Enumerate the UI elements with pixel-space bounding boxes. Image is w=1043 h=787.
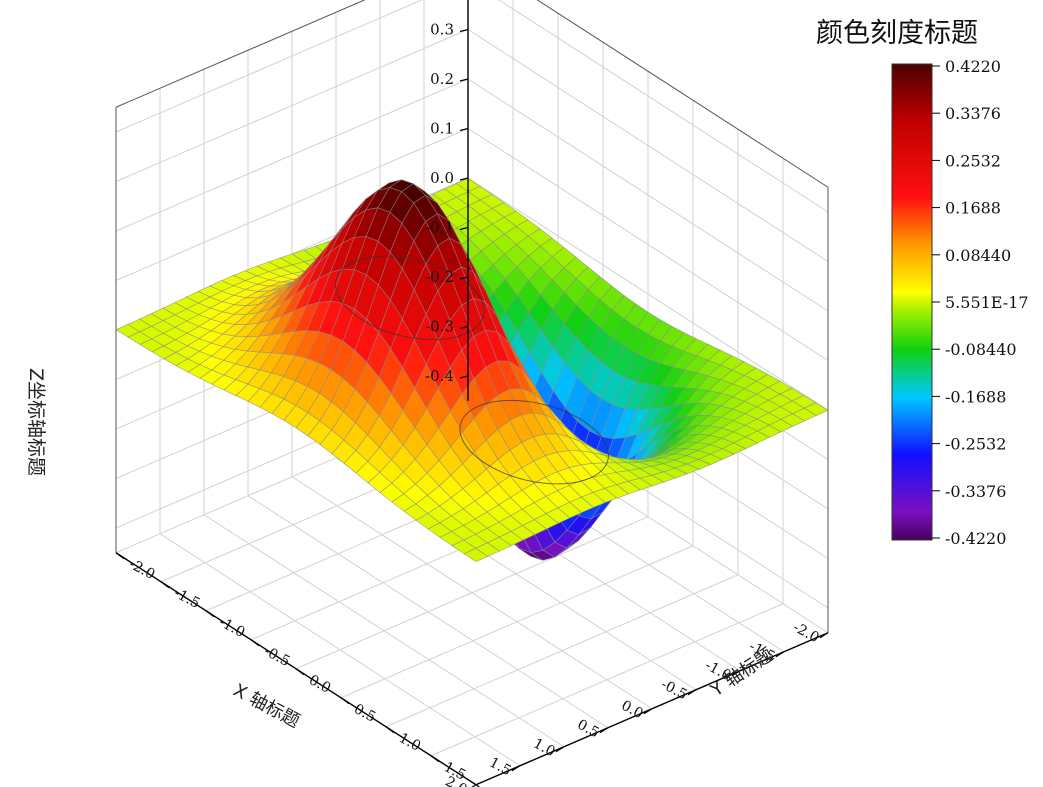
- z-tick-label: -0.3: [425, 318, 454, 336]
- floor-grid-line: [340, 545, 694, 699]
- color-scale-label: -0.2532: [945, 435, 1006, 454]
- x-tick-label: 1.5: [486, 755, 513, 780]
- y-tick-label: 1.0: [396, 730, 423, 755]
- x-tick: [511, 765, 521, 772]
- contour-lines: [334, 255, 610, 485]
- x-tick-label: 1.0: [530, 736, 557, 761]
- x-tick: [819, 632, 829, 639]
- x-tick: [599, 727, 609, 734]
- x-tick: [775, 651, 785, 658]
- color-scale-label: -0.3376: [945, 482, 1006, 501]
- color-scale-bar: [891, 63, 933, 541]
- z-tick: [459, 276, 469, 280]
- z-tick: [459, 325, 469, 330]
- contour-line: [459, 399, 610, 485]
- floor-grid-line: [385, 574, 739, 728]
- wall-grid-line: [467, 29, 829, 262]
- color-scale-title: 颜色刻度标题: [816, 18, 978, 49]
- y-tick-label: -1.0: [216, 614, 247, 641]
- y-tick: [250, 639, 260, 647]
- color-scale-label: -0.1688: [945, 387, 1006, 406]
- z-tick-label: 0.2: [430, 70, 454, 88]
- z-tick: [459, 177, 469, 181]
- wall-grid-line: [115, 128, 469, 281]
- y-tick-label: -0.5: [261, 643, 292, 670]
- z-tick-label: -0.4: [425, 367, 454, 385]
- floor-grid-line: [295, 516, 649, 670]
- wall-grid-line: [115, 78, 469, 232]
- wall-grid-line: [467, 128, 829, 361]
- color-scale-label: 0.4220: [945, 57, 1001, 76]
- z-tick-label: -0.1: [425, 219, 454, 237]
- floor-grid-line: [203, 514, 565, 748]
- color-scale-label: 0.3376: [945, 104, 1001, 123]
- floor-grid-line: [247, 495, 609, 729]
- z-tick-label: 0.1: [430, 120, 454, 138]
- z-tick: [459, 127, 469, 132]
- surface-mesh: [115, 177, 829, 563]
- color-scale-label: -0.4220: [945, 529, 1006, 548]
- x-tick: [687, 689, 697, 696]
- x-tick: [555, 746, 565, 753]
- z-tick: [459, 226, 469, 231]
- x-tick: [731, 670, 741, 677]
- z-tick-label: -0.2: [425, 268, 454, 286]
- y-tick: [430, 755, 440, 763]
- color-scale-label: 0.2532: [945, 151, 1001, 170]
- y-tick: [160, 581, 170, 589]
- contour-line: [334, 255, 485, 341]
- y-tick-label: -1.5: [171, 585, 202, 612]
- y-tick: [385, 726, 395, 734]
- y-tick-label: 0.0: [306, 672, 333, 697]
- wall-grid-line: [467, 78, 829, 312]
- color-scale-label: -0.08440: [945, 340, 1017, 359]
- wall-grid-line: [115, 29, 469, 182]
- floor-grid-line: [430, 603, 784, 757]
- z-tick: [459, 375, 469, 379]
- frame-edge: [115, 0, 366, 108]
- y-tick-label: 0.5: [351, 701, 378, 726]
- color-scale-label: 0.1688: [945, 199, 1001, 218]
- color-scale-label: 0.08440: [945, 246, 1011, 265]
- color-scale-label: 5.551E-17: [945, 293, 1029, 312]
- y-tick-label: -2.0: [126, 556, 157, 583]
- y-tick: [205, 610, 215, 618]
- x-tick: [471, 784, 477, 787]
- floor-grid-line: [159, 533, 521, 767]
- wall-grid-line: [498, 0, 829, 213]
- frame-edge: [536, 0, 829, 188]
- y-tick: [475, 784, 481, 787]
- y-tick: [340, 697, 350, 705]
- y-tick: [295, 668, 305, 676]
- wall-grid-line: [467, 177, 829, 411]
- z-tick-label: 0.0: [430, 169, 454, 187]
- surface-patch: [463, 547, 489, 563]
- z-tick-label: 0.3: [430, 21, 454, 39]
- z-axis-title: Z坐标轴标题: [25, 368, 47, 476]
- z-tick: [459, 78, 469, 82]
- x-tick-label: 0.5: [574, 717, 601, 742]
- x-axis-title: X 轴标题: [230, 680, 303, 732]
- z-tick: [459, 28, 469, 33]
- y-tick: [115, 552, 125, 560]
- y-tick-label: 1.5: [441, 759, 468, 784]
- color-scale-legend: 颜色刻度标题 0.4220 0.3376 0.2532 0.1688 0.08440 5.…: [816, 18, 1029, 548]
- x-tick-label: 0.0: [618, 698, 645, 723]
- x-tick: [643, 708, 653, 715]
- wall-grid-line: [115, 0, 423, 133]
